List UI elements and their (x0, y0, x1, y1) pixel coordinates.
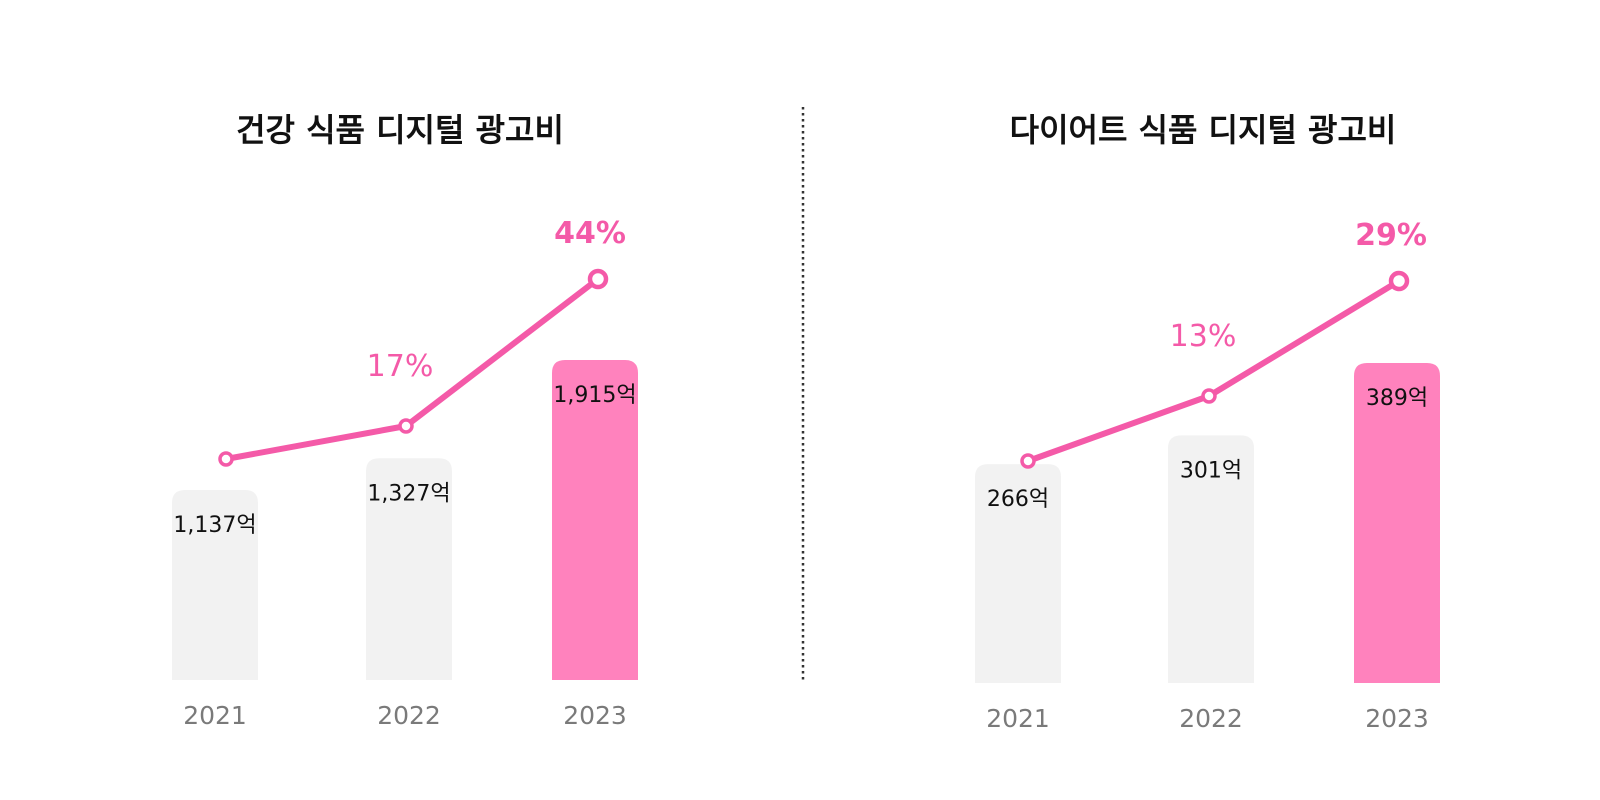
x-tick-label: 2023 (1365, 704, 1429, 733)
bar-2022 (366, 458, 452, 680)
growth-point (398, 418, 414, 434)
bar-2021 (172, 490, 258, 680)
bar-2021 (975, 464, 1061, 683)
x-tick-label: 2021 (183, 701, 247, 730)
x-tick-label: 2021 (986, 704, 1050, 733)
growth-rate-label: 13% (1170, 319, 1237, 354)
x-tick-label: 2023 (563, 701, 627, 730)
bar-value-label: 1,327억 (367, 481, 450, 506)
growth-point (1020, 453, 1036, 469)
bar-2022 (1168, 435, 1254, 683)
bar-2023 (552, 360, 638, 680)
bar-value-label: 1,915억 (553, 383, 636, 408)
bar-value-label: 1,137억 (173, 513, 256, 538)
bar-value-label: 389억 (1366, 386, 1428, 411)
growth-rate-label: 17% (367, 349, 434, 384)
growth-point (1388, 270, 1410, 292)
growth-point (1201, 388, 1217, 404)
bar-value-label: 301억 (1180, 458, 1242, 483)
growth-point (587, 268, 609, 290)
chart-title: 다이어트 식품 디지털 광고비 (1010, 111, 1397, 149)
chart-diet-food: 다이어트 식품 디지털 광고비 266억 2021 301억 2022 389억 2023… (975, 111, 1440, 733)
x-tick-label: 2022 (1179, 704, 1243, 733)
bar-value-label: 266억 (987, 487, 1049, 512)
growth-line (1025, 278, 1402, 464)
x-tick-label: 2022 (377, 701, 441, 730)
chart-title: 건강 식품 디지털 광고비 (236, 111, 564, 149)
chart-health-food: 건강 식품 디지털 광고비 1,137억 2021 1,327억 2022 1,915억… (172, 111, 638, 730)
growth-rate-label: 29% (1355, 218, 1427, 253)
bar-2023 (1354, 363, 1440, 683)
growth-rate-label: 44% (554, 216, 626, 251)
growth-point (218, 451, 234, 467)
